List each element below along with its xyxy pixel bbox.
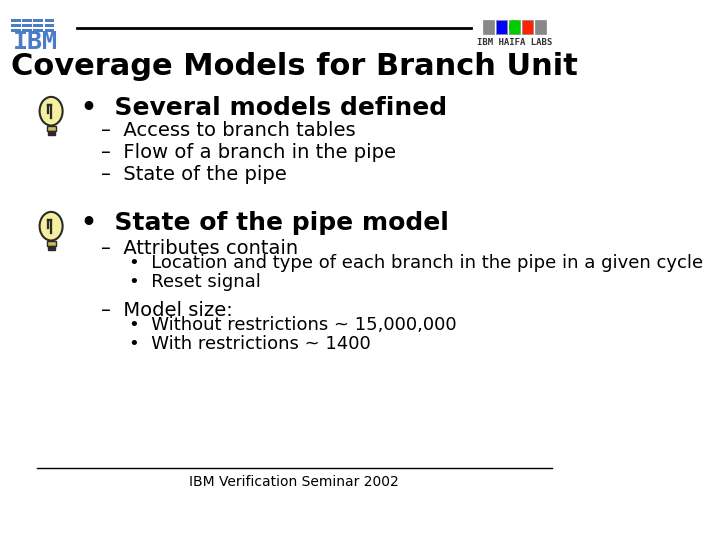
Bar <box>22 24 32 27</box>
Text: •  Location and type of each branch in the pipe in a given cycle: • Location and type of each branch in th… <box>129 254 703 272</box>
Text: –  Model size:: – Model size: <box>101 300 233 320</box>
Bar <box>22 19 32 22</box>
Text: –  Flow of a branch in the pipe: – Flow of a branch in the pipe <box>101 143 396 161</box>
Bar <box>11 24 21 27</box>
Text: Coverage Models for Branch Unit: Coverage Models for Branch Unit <box>11 52 577 81</box>
Bar <box>45 19 54 22</box>
Text: –  Attributes contain: – Attributes contain <box>101 239 298 258</box>
Bar <box>535 20 546 34</box>
Circle shape <box>40 97 63 125</box>
Bar <box>496 20 508 34</box>
Bar <box>522 20 533 34</box>
Bar <box>483 20 495 34</box>
Text: •  Reset signal: • Reset signal <box>129 273 261 291</box>
FancyBboxPatch shape <box>47 240 55 246</box>
Text: •  Several models defined: • Several models defined <box>81 96 447 120</box>
Circle shape <box>509 20 520 34</box>
FancyBboxPatch shape <box>48 246 55 251</box>
FancyBboxPatch shape <box>48 131 55 136</box>
Bar <box>509 20 520 34</box>
FancyBboxPatch shape <box>47 125 55 131</box>
Bar <box>11 19 21 22</box>
Text: –  Access to branch tables: – Access to branch tables <box>101 120 356 139</box>
Text: –  State of the pipe: – State of the pipe <box>101 165 287 184</box>
Circle shape <box>40 212 63 240</box>
Text: •  Without restrictions ~ 15,000,000: • Without restrictions ~ 15,000,000 <box>129 316 456 334</box>
Text: IBM: IBM <box>12 30 58 54</box>
Bar <box>33 29 43 32</box>
Bar <box>11 29 21 32</box>
Bar <box>33 24 43 27</box>
Polygon shape <box>523 21 532 34</box>
Bar <box>22 29 32 32</box>
Bar <box>45 29 54 32</box>
Bar <box>33 19 43 22</box>
Text: •  With restrictions ~ 1400: • With restrictions ~ 1400 <box>129 335 371 353</box>
Text: •  State of the pipe model: • State of the pipe model <box>81 211 449 235</box>
Text: IBM Verification Seminar 2002: IBM Verification Seminar 2002 <box>189 475 399 489</box>
Bar <box>45 24 54 27</box>
Text: IBM HAIFA LABS: IBM HAIFA LABS <box>477 38 552 47</box>
